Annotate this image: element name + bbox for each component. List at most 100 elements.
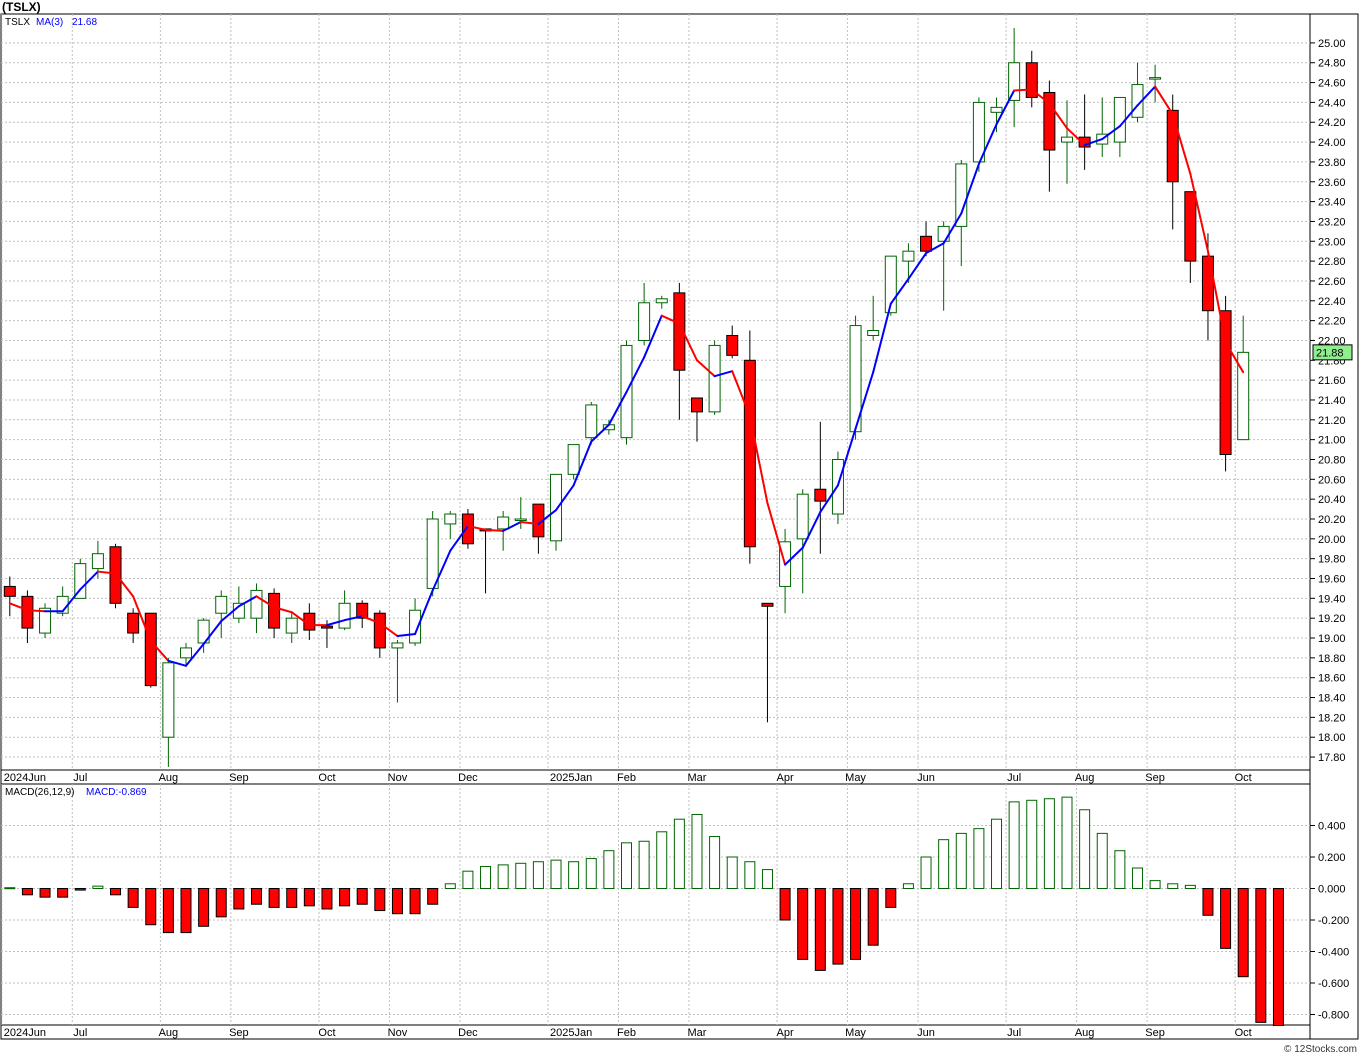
candle-body xyxy=(285,617,298,634)
macd-bar xyxy=(92,885,104,890)
price-y-tick-label: 22.80 xyxy=(1318,256,1346,268)
macd-bar xyxy=(321,888,333,910)
price-x-tick-label: 2025Jan xyxy=(550,772,592,784)
candle-body xyxy=(444,513,457,525)
price-y-tick-label: 20.20 xyxy=(1318,514,1346,526)
candle-body xyxy=(497,516,510,530)
macd-bar xyxy=(673,818,685,890)
ma3-segment xyxy=(872,302,892,374)
price-x-tick-label: Dec xyxy=(458,772,478,784)
last-price-marker: 21.88 xyxy=(1312,344,1353,361)
price-y-tick-label: 19.00 xyxy=(1318,633,1346,645)
macd-x-tick-label: Oct xyxy=(1235,1027,1252,1039)
candle-body xyxy=(937,225,950,242)
macd-bar xyxy=(1237,888,1249,978)
candle-body xyxy=(426,518,439,589)
price-x-tick-label: Jul xyxy=(73,772,87,784)
ma3-segment xyxy=(255,595,276,609)
price-y-tick-label: 19.80 xyxy=(1318,554,1346,566)
ma3-segment xyxy=(273,606,293,614)
ma3-segment xyxy=(1189,172,1209,253)
price-y-tick-label: 19.20 xyxy=(1318,613,1346,625)
price-y-tick-label: 19.60 xyxy=(1318,574,1346,586)
macd-bar xyxy=(814,888,826,971)
macd-bar xyxy=(356,888,368,905)
ma3-segment xyxy=(1118,104,1139,128)
macd-bar xyxy=(691,813,703,889)
price-y-tick-label: 18.80 xyxy=(1318,653,1346,665)
price-y-tick-label: 18.40 xyxy=(1318,693,1346,705)
macd-legend-value: MACD:-0.869 xyxy=(86,787,147,798)
candle-body xyxy=(320,625,333,629)
macd-bar xyxy=(1061,796,1073,890)
macd-bar xyxy=(110,888,122,896)
price-y-tick-label: 22.60 xyxy=(1318,276,1346,288)
macd-bar xyxy=(4,887,16,890)
macd-bar xyxy=(444,883,456,890)
candle-body xyxy=(356,602,369,619)
candle-body xyxy=(884,255,897,314)
candle-body xyxy=(21,595,34,629)
macd-x-tick-label: Feb xyxy=(617,1027,636,1039)
macd-bar xyxy=(1167,883,1179,890)
macd-bar xyxy=(744,861,756,889)
ma3-segment xyxy=(907,252,928,280)
price-y-tick-label: 23.40 xyxy=(1318,197,1346,209)
macd-bar xyxy=(709,836,721,890)
macd-bar xyxy=(180,888,192,934)
macd-bar xyxy=(1255,888,1267,1023)
ma3-segment xyxy=(678,322,698,362)
ma3-segment xyxy=(784,546,804,566)
price-y-tick-label: 21.00 xyxy=(1318,435,1346,447)
candle-body xyxy=(39,607,52,634)
ma3-segment xyxy=(590,423,610,443)
ma3-segment xyxy=(960,162,980,215)
price-y-tick-label: 22.20 xyxy=(1318,316,1346,328)
ma3-segment xyxy=(607,391,628,426)
ma3-segment xyxy=(167,659,187,667)
legend-ticker: TSLX xyxy=(5,17,30,28)
price-x-tick-label: Sep xyxy=(229,772,249,784)
macd-bar xyxy=(1043,798,1055,889)
macd-bar xyxy=(638,840,650,889)
macd-bar xyxy=(779,888,791,921)
price-y-tick-label: 20.00 xyxy=(1318,534,1346,546)
ma3-segment xyxy=(290,611,311,627)
candle-body xyxy=(726,334,739,356)
ma3-segment xyxy=(361,615,381,625)
ma3-segment xyxy=(185,642,205,667)
price-y-tick-label: 18.20 xyxy=(1318,712,1346,724)
candle-body xyxy=(955,163,968,227)
ma3-segment xyxy=(555,484,575,512)
candle-body xyxy=(338,602,351,629)
ma3-segment xyxy=(1154,85,1174,116)
macd-bar xyxy=(145,888,157,926)
macd-legend-label: MACD(26,12,9) xyxy=(5,787,74,798)
macd-x-tick-label: Nov xyxy=(388,1027,408,1039)
candle-body xyxy=(1061,136,1073,143)
macd-bar xyxy=(215,888,227,918)
candle-body xyxy=(867,330,880,336)
macd-x-tick-label: 2024Jun xyxy=(4,1027,46,1039)
macd-y-tick-label: -0.600 xyxy=(1318,978,1349,990)
ma3-segment xyxy=(695,359,716,378)
ma3-segment xyxy=(572,440,593,487)
macd-bar xyxy=(850,888,862,960)
candle-body xyxy=(1008,62,1021,101)
macd-bar xyxy=(1096,832,1108,889)
ma3-segment xyxy=(819,484,839,514)
ma3-segment xyxy=(1101,125,1121,141)
candle-body xyxy=(990,106,1003,113)
last-price-box xyxy=(1312,344,1353,361)
price-y-tick-label: 20.40 xyxy=(1318,494,1346,506)
candle-body xyxy=(1149,77,1162,80)
macd-bar xyxy=(497,864,509,889)
candle-body xyxy=(796,493,809,540)
ma3-segment xyxy=(61,588,82,613)
ma3-segment xyxy=(801,511,822,549)
candle-body xyxy=(1184,191,1197,262)
ma3-segment xyxy=(414,589,434,636)
ma3-segment xyxy=(889,277,910,305)
ma3-segment xyxy=(26,609,47,613)
macd-bar xyxy=(1114,850,1126,890)
